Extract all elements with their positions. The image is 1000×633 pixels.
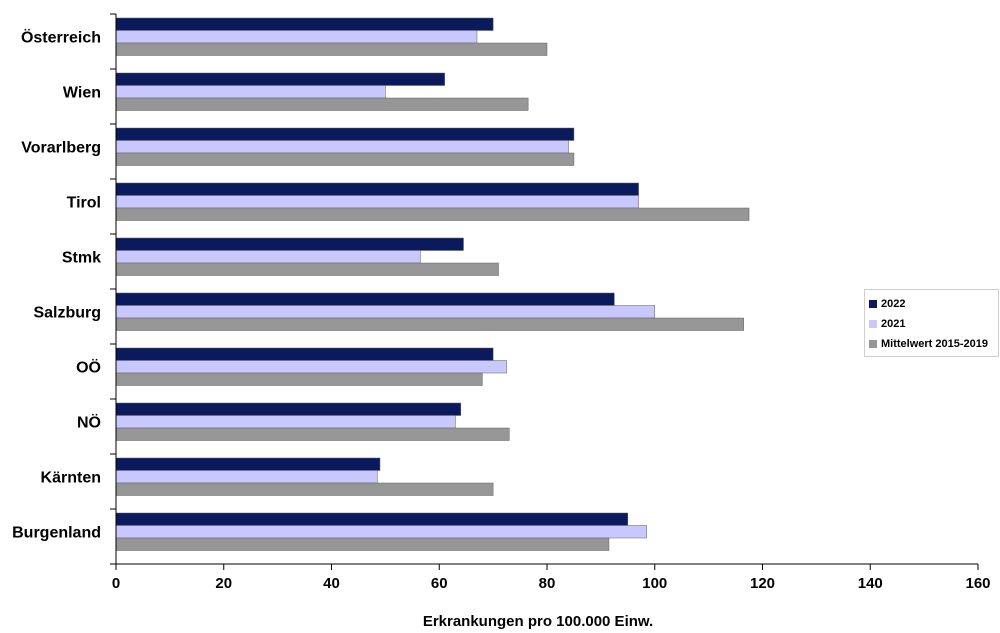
x-tick-label: 0 (112, 575, 120, 592)
legend: 2022 2021 Mittelwert 2015-2019 (864, 289, 999, 357)
category-label: Österreich (21, 27, 101, 46)
legend-label: 2021 (881, 318, 906, 330)
bar-2022-9 (115, 512, 629, 526)
bar-2021-7 (115, 415, 456, 429)
category-label: Stmk (62, 249, 101, 266)
bar-mittelwert-9 (115, 537, 610, 551)
legend-item: 2022 (869, 294, 998, 314)
x-tick-label: 140 (858, 575, 883, 592)
x-tick-label: 60 (431, 575, 448, 592)
bar-2022-6 (115, 347, 494, 361)
bar-2022-2 (115, 127, 575, 141)
bar-2021-2 (115, 140, 569, 154)
bar-2021-0 (115, 30, 478, 44)
bar-mittelwert-7 (115, 427, 510, 441)
legend-swatch (869, 340, 877, 348)
category-label: Burgenland (12, 524, 101, 541)
bars-group (115, 17, 750, 551)
x-axis-label: Erkrankungen pro 100.000 Einw. (423, 613, 653, 630)
legend-swatch (869, 300, 877, 308)
bar-mittelwert-6 (115, 372, 483, 386)
bar-mittelwert-3 (115, 207, 750, 221)
bar-mittelwert-5 (115, 317, 744, 331)
bar-2022-8 (115, 457, 381, 471)
x-tick-label: 120 (750, 575, 775, 592)
legend-label: 2022 (881, 298, 906, 310)
bar-mittelwert-2 (115, 152, 575, 166)
bar-2021-6 (115, 360, 507, 374)
category-label: Vorarlberg (21, 139, 101, 156)
bar-2021-5 (115, 305, 655, 319)
legend-item: 2021 (869, 314, 998, 334)
bar-2021-1 (115, 85, 386, 99)
bar-2021-3 (115, 195, 639, 209)
x-ticks: 0 20 40 60 80 100 120 140 160 (112, 564, 991, 592)
legend-label: Mittelwert 2015-2019 (881, 338, 988, 350)
legend-item: Mittelwert 2015-2019 (869, 334, 998, 354)
bar-mittelwert-8 (115, 482, 494, 496)
bar-2021-8 (115, 470, 378, 484)
bar-2022-1 (115, 72, 445, 86)
bar-2021-4 (115, 250, 421, 264)
bar-mittelwert-4 (115, 262, 499, 276)
x-tick-label: 20 (215, 575, 232, 592)
bar-mittelwert-1 (115, 97, 529, 111)
category-label: Tirol (67, 194, 101, 211)
bar-2022-5 (115, 292, 615, 306)
category-labels: Österreich Wien Vorarlberg Tirol Stmk Salzbur… (12, 27, 101, 541)
category-label: Kärnten (41, 469, 101, 486)
bar-mittelwert-0 (115, 42, 548, 56)
bar-2021-9 (115, 525, 647, 539)
bar-2022-3 (115, 182, 639, 196)
legend-swatch (869, 320, 877, 328)
category-label: Wien (63, 84, 101, 101)
category-label: Salzburg (33, 304, 101, 321)
y-ticks (110, 13, 116, 565)
category-label: NÖ (77, 412, 101, 431)
bar-2022-0 (115, 17, 494, 31)
bar-2022-7 (115, 402, 462, 416)
category-label: OÖ (76, 357, 101, 376)
x-tick-label: 100 (642, 575, 667, 592)
x-tick-label: 160 (965, 575, 990, 592)
x-tick-label: 80 (539, 575, 556, 592)
x-tick-label: 40 (323, 575, 340, 592)
bar-2022-4 (115, 237, 464, 251)
